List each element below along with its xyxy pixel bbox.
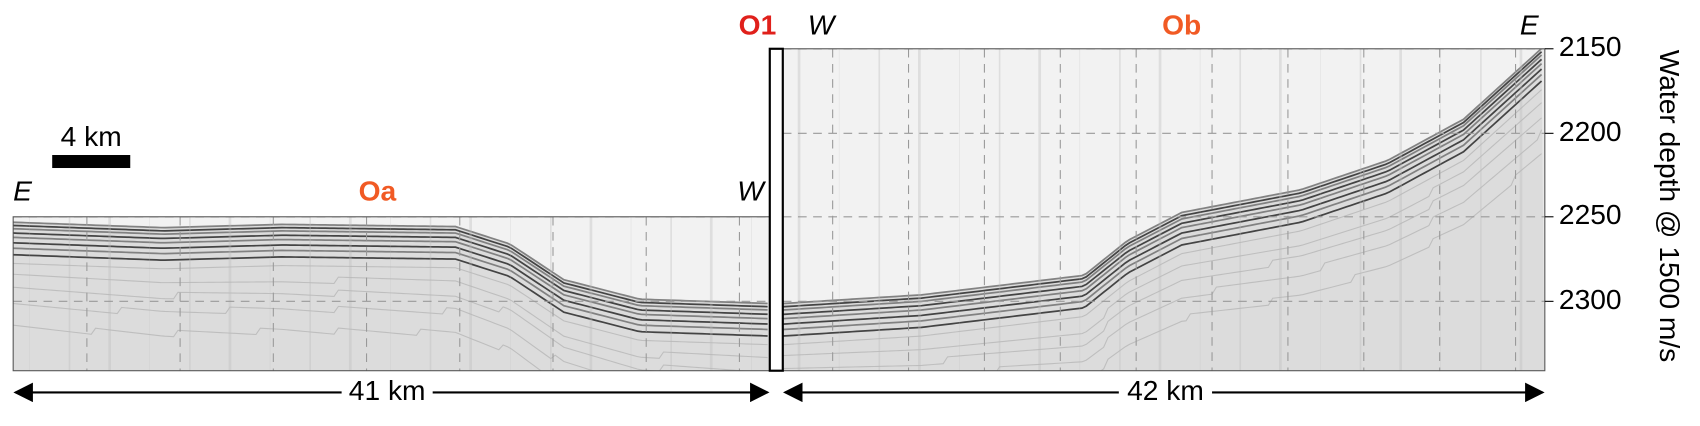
reflector xyxy=(13,286,749,371)
profile-oa xyxy=(13,216,770,371)
end-label: W xyxy=(808,9,837,41)
reflector xyxy=(782,102,1542,357)
reflector xyxy=(782,73,1543,331)
profile-label: Ob xyxy=(1162,9,1201,41)
reflector xyxy=(13,227,768,311)
reflector xyxy=(782,51,1543,308)
y-tick-label: 2250 xyxy=(1559,198,1622,230)
axis-title: Water depth @ 1500 m/s xyxy=(1654,50,1686,363)
water-column xyxy=(782,48,1542,304)
y-tick-label: 2200 xyxy=(1559,115,1622,147)
water-column xyxy=(13,216,769,304)
length-label: 42 km xyxy=(1127,374,1204,406)
scale-bar xyxy=(52,155,131,169)
reflector xyxy=(782,54,1543,311)
reflector xyxy=(13,253,768,337)
reflector xyxy=(1100,153,1542,371)
profile-ob xyxy=(782,48,1545,371)
reflector xyxy=(996,129,1543,371)
reflector xyxy=(782,80,1543,337)
reflector xyxy=(13,241,768,325)
sediment xyxy=(782,48,1545,371)
reflector xyxy=(13,262,768,346)
site-label: O1 xyxy=(739,9,777,41)
end-label: E xyxy=(13,174,33,206)
reflector xyxy=(13,221,768,305)
y-tick-label: 2150 xyxy=(1559,30,1622,62)
reflector xyxy=(13,273,768,359)
reflector xyxy=(782,89,1542,346)
reflector xyxy=(13,247,768,331)
reflector xyxy=(782,58,1543,316)
site-marker xyxy=(768,47,784,372)
reflector xyxy=(782,63,1543,320)
reflector xyxy=(13,324,542,371)
reflector xyxy=(782,68,1543,325)
y-tick-label: 2300 xyxy=(1559,283,1622,315)
profile-label: Oa xyxy=(359,174,397,206)
reflector xyxy=(782,117,1542,370)
reflector xyxy=(13,232,768,316)
scale-bar-label: 4 km xyxy=(61,120,122,152)
end-label: W xyxy=(737,174,766,206)
reflector xyxy=(13,224,768,308)
end-label: E xyxy=(1520,9,1540,41)
reflector xyxy=(782,48,1543,305)
reflector xyxy=(13,236,768,320)
reflector xyxy=(13,302,595,371)
length-label: 41 km xyxy=(349,374,426,406)
